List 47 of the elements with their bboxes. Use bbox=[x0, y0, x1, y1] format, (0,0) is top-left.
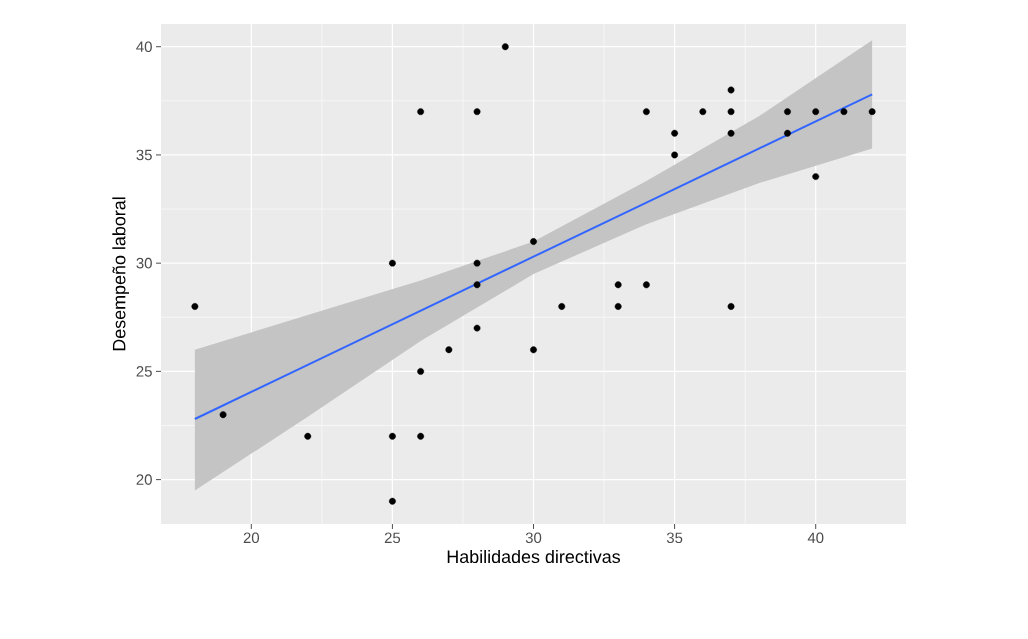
x-tick-label: 35 bbox=[666, 532, 683, 544]
point bbox=[191, 303, 199, 310]
point bbox=[671, 129, 679, 137]
point bbox=[699, 108, 707, 116]
point bbox=[219, 411, 227, 419]
point bbox=[389, 259, 396, 267]
point bbox=[727, 303, 735, 310]
point bbox=[445, 346, 453, 354]
point bbox=[417, 367, 425, 375]
y-tick-label: 30 bbox=[136, 257, 152, 269]
x-axis-title: Habilidades directivas bbox=[447, 549, 621, 564]
point bbox=[473, 108, 481, 116]
point bbox=[671, 151, 679, 159]
y-tick-label: 20 bbox=[136, 474, 152, 485]
point bbox=[727, 129, 735, 137]
point bbox=[840, 108, 848, 116]
point bbox=[417, 432, 425, 440]
point bbox=[868, 108, 876, 116]
point bbox=[727, 108, 735, 116]
x-tick-label: 30 bbox=[525, 532, 542, 544]
y-tick-label: 35 bbox=[136, 149, 152, 161]
point bbox=[812, 108, 820, 116]
y-tick-label: 25 bbox=[136, 366, 152, 377]
point bbox=[530, 346, 537, 354]
point bbox=[784, 129, 791, 137]
point bbox=[784, 108, 791, 116]
point bbox=[812, 173, 820, 180]
point bbox=[642, 281, 650, 289]
point bbox=[473, 281, 481, 289]
x-tick-label: 25 bbox=[384, 532, 401, 544]
point bbox=[558, 303, 566, 310]
point bbox=[501, 43, 509, 51]
point bbox=[389, 497, 396, 505]
x-tick-label: 40 bbox=[807, 532, 824, 544]
point bbox=[473, 259, 481, 267]
point bbox=[614, 303, 622, 310]
point bbox=[417, 108, 425, 116]
point bbox=[304, 432, 312, 440]
point bbox=[614, 281, 622, 289]
y-axis-title: Desempeño laboral bbox=[112, 197, 130, 351]
x-tick-label: 20 bbox=[243, 532, 260, 544]
point bbox=[530, 238, 537, 245]
point bbox=[473, 324, 481, 332]
point bbox=[727, 86, 735, 94]
y-tick-label: 40 bbox=[136, 41, 152, 52]
point bbox=[389, 432, 396, 440]
point bbox=[642, 108, 650, 116]
